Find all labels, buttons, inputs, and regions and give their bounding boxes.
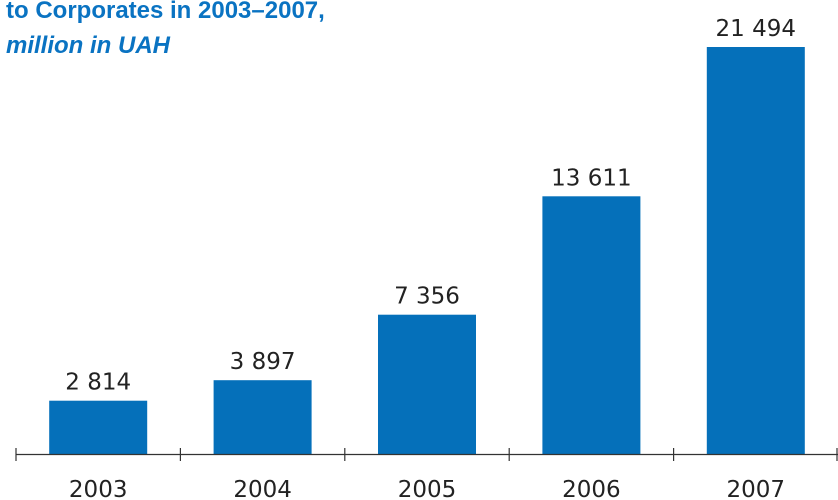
value-labels-group: 2 814 3 897 7 356 13 611 21 494 [65,16,796,396]
x-axis [15,448,838,461]
x-tick-label-2005: 2005 [398,477,457,500]
bar-2004 [213,380,312,454]
bar-2003 [49,400,148,454]
value-label-2006: 13 611 [551,165,631,191]
chart-subtitle: million in UAH [6,32,170,59]
chart-title: to Corporates in 2003–2007, million in U… [6,0,325,60]
x-tick-label-2006: 2006 [562,477,621,500]
bar-2005 [378,314,476,454]
x-tick-labels-group: 2003 2004 2005 2006 2007 [69,477,785,500]
bar-2006 [542,196,641,455]
chart-title-line: to Corporates in 2003–2007, [6,0,325,24]
bar-2007 [706,47,805,454]
x-tick-label-2003: 2003 [69,477,128,500]
bars-group [49,47,805,455]
value-label-2005: 7 356 [394,284,460,310]
x-tick-label-2007: 2007 [727,477,786,500]
value-label-2004: 3 897 [230,349,296,375]
value-label-2003: 2 814 [65,370,131,396]
value-label-2007: 21 494 [716,16,796,42]
x-tick-label-2004: 2004 [233,477,292,500]
